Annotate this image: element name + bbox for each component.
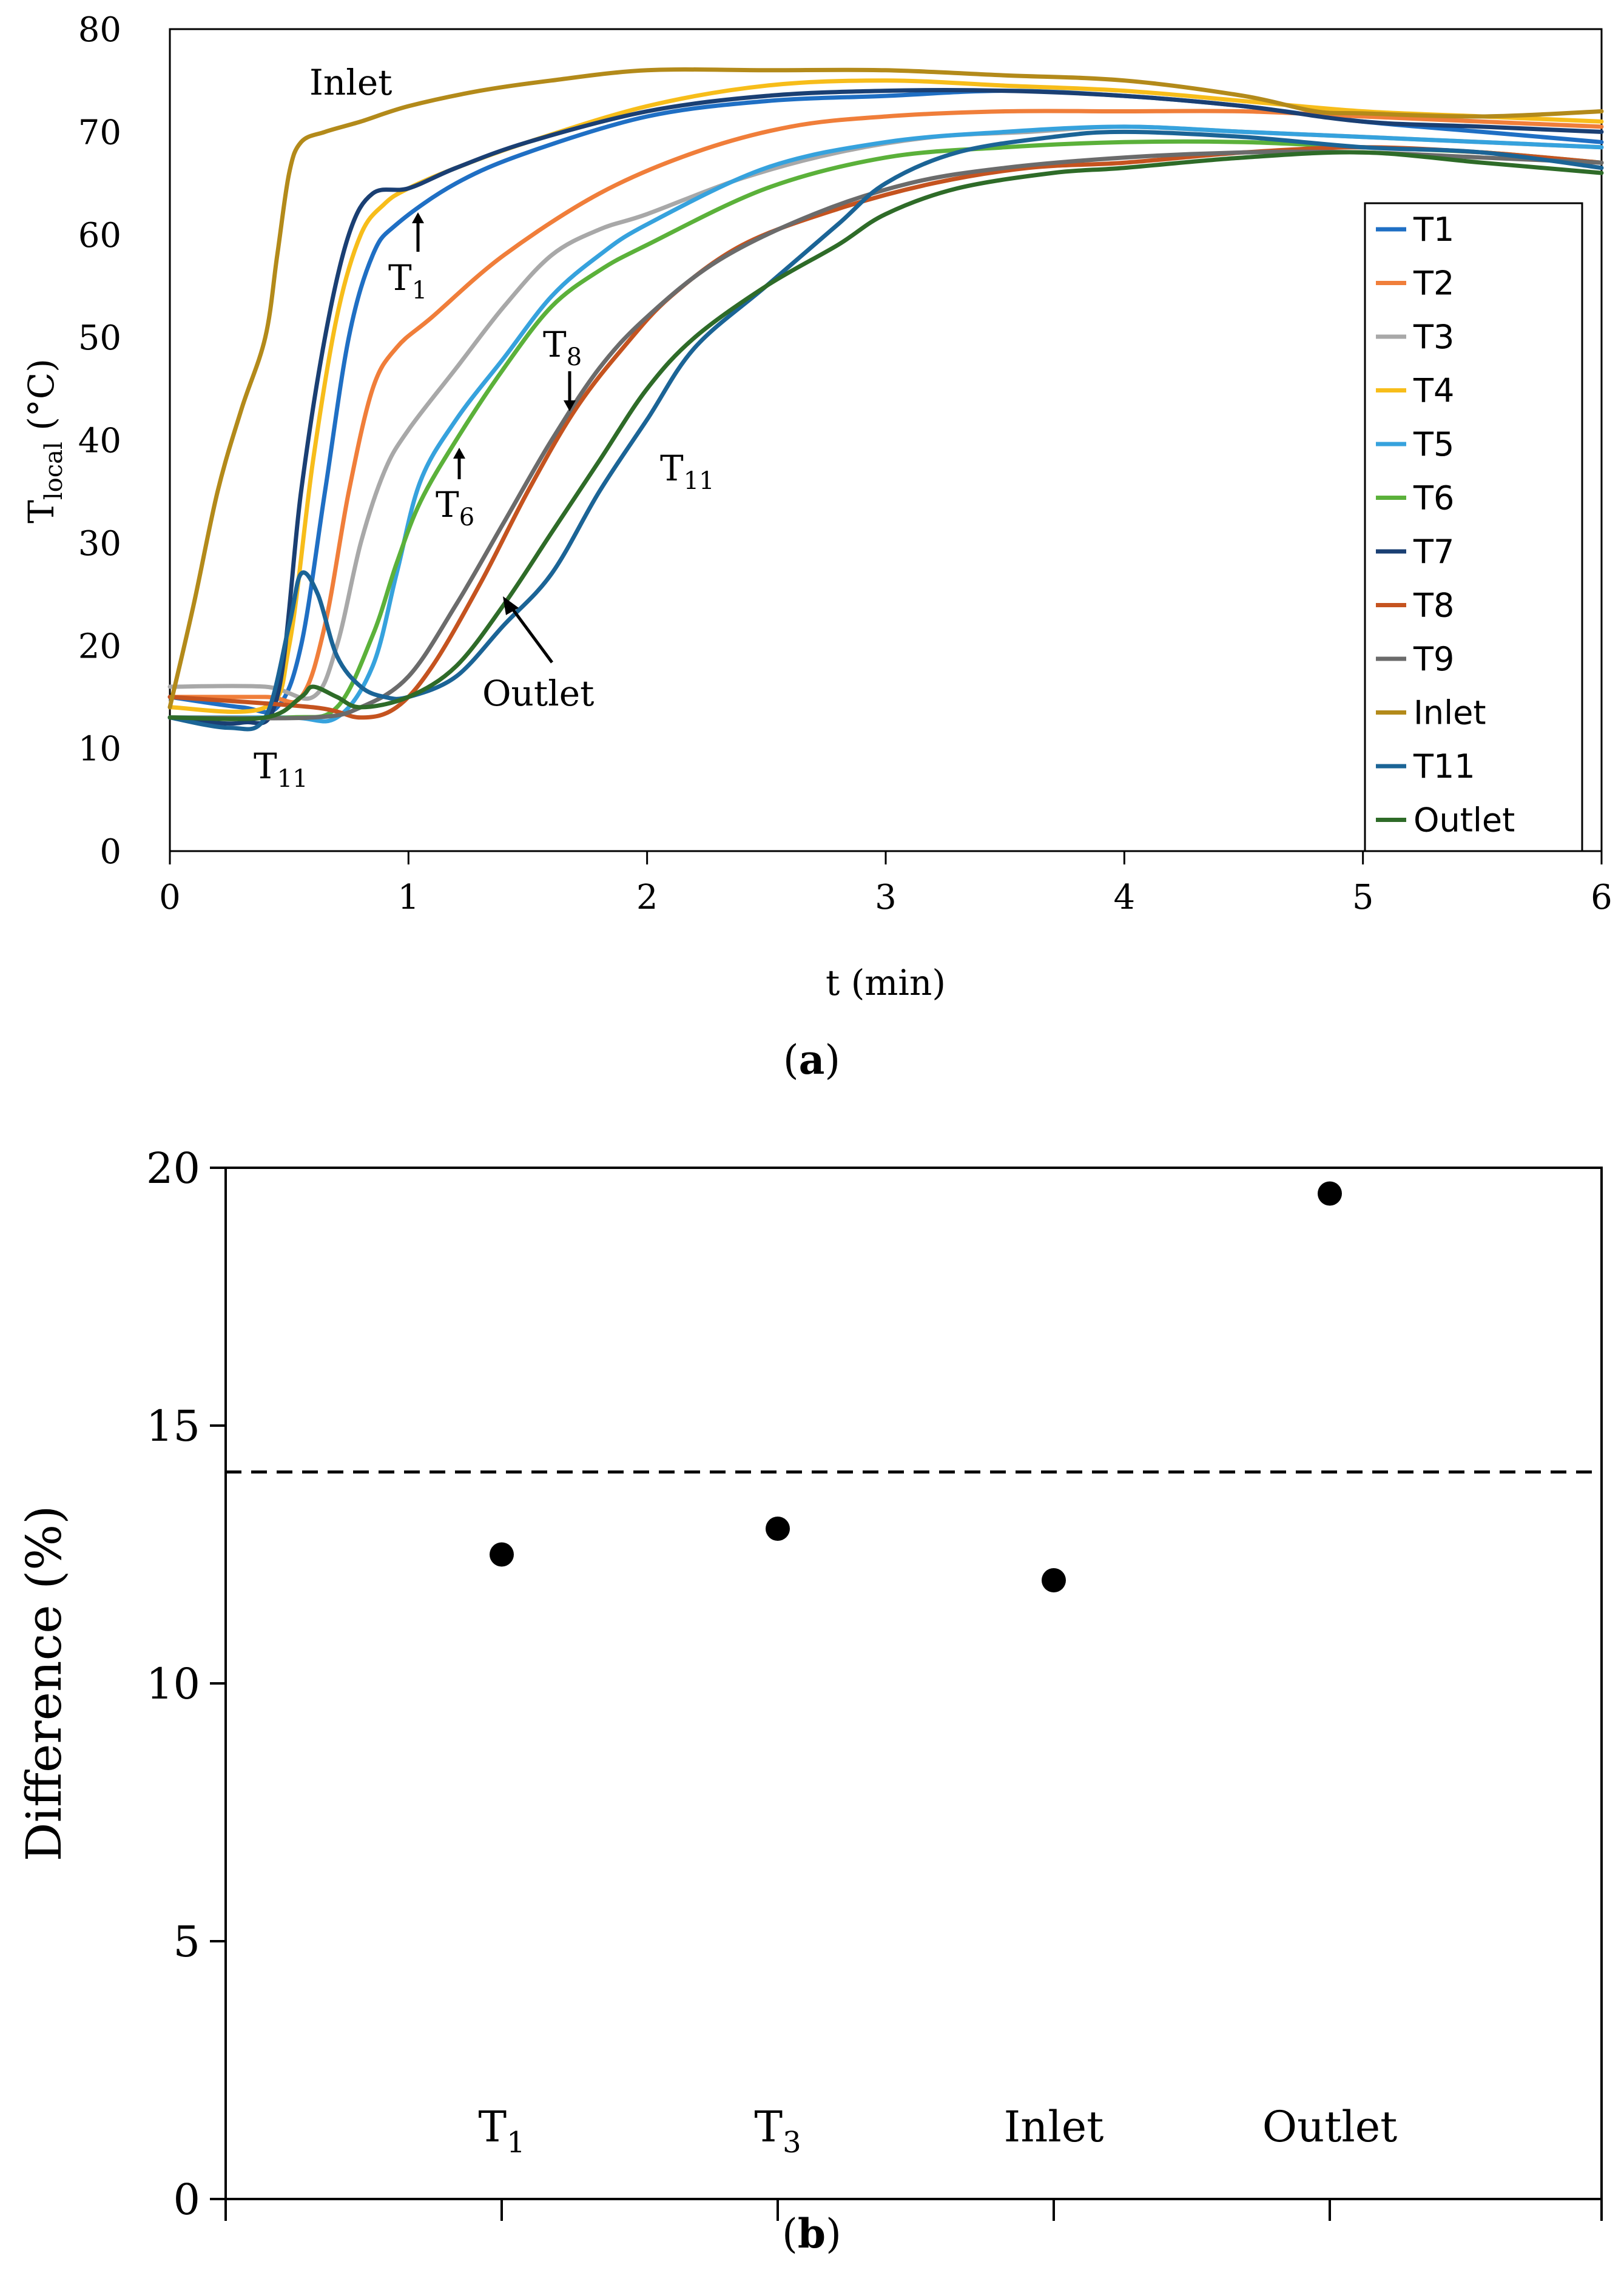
legend-label-t8: T8 [1413,587,1454,625]
y-tick-label-a: 50 [78,318,121,358]
legend-label-t7: T7 [1413,533,1454,571]
y-tick-label-b: 15 [146,1401,200,1451]
data-point-2 [1042,1568,1066,1592]
y-tick-label-b: 0 [173,2175,200,2225]
series-line-inlet [167,67,1604,710]
x-axis-title-a: t (min) [826,962,946,1003]
series-line-t5 [167,124,1604,724]
annotation-t11-left: T11 [254,746,308,793]
category-label-b: Outlet [1262,2102,1398,2152]
data-point-0 [490,1542,514,1567]
category-subscript: 3 [783,2126,801,2160]
category-text: T [754,2102,783,2152]
y-tick-label-a: 70 [78,113,121,152]
legend-label-t3: T3 [1413,318,1454,356]
annotation-outlet: Outlet [482,673,594,714]
legend-label-outlet: Outlet [1413,801,1515,840]
annotation-t1: T1 [388,257,427,305]
y-tick-label-a: 20 [78,627,121,666]
plot-frame-b [224,1167,1603,2200]
x-tick-label-a: 2 [636,878,658,917]
y-tick-label-a: 0 [99,832,121,872]
arrow-outlet [509,605,554,664]
panel-a-line-chart: 0 10 20 30 40 50 60 70 80 0 1 2 3 4 5 6 Tlocal (°C) t … [21,10,1612,1083]
y-tick-label-a: 30 [78,524,121,564]
legend-label-t5: T5 [1413,425,1454,463]
panel-label-b: (b) [782,2210,841,2257]
arrowhead-t8 [564,400,576,411]
category-label-b: T1 [478,2102,525,2160]
panel-label-a: (a) [783,1036,840,1083]
annotation-inlet: Inlet [309,62,392,103]
category-subscript: 1 [507,2126,525,2160]
arrowhead-t6 [453,448,465,459]
y-tick-label-b: 20 [146,1143,200,1193]
data-point-1 [766,1517,790,1541]
series-line-t9 [167,149,1604,721]
y-tick-label-a: 80 [78,10,121,50]
y-tick-label-a: 60 [78,216,121,255]
series-line-outlet [167,150,1604,721]
y-tick-label-b: 10 [146,1659,200,1709]
legend-label-t6: T6 [1413,479,1454,517]
category-text: Outlet [1262,2102,1398,2152]
legend-label-inlet: Inlet [1413,694,1486,732]
legend-label-t1: T1 [1413,210,1454,249]
annotation-t11-right: T11 [660,448,715,495]
category-text: Inlet [1004,2102,1104,2152]
category-label-b: Inlet [1004,2102,1104,2152]
data-point-3 [1318,1181,1342,1206]
x-tick-label-a: 1 [398,878,420,917]
x-tick-label-a: 0 [159,878,181,917]
annotation-t8: T8 [543,324,582,371]
category-text: T [478,2102,507,2152]
legend-label-t2: T2 [1413,264,1454,303]
x-tick-label-a: 3 [875,878,897,917]
legend-label-t9: T9 [1413,640,1454,678]
legend-label-t4: T4 [1413,372,1454,410]
series-line-t7 [167,88,1604,726]
legend-label-t11: T11 [1413,747,1475,786]
annotation-t6: T6 [436,484,474,531]
category-label-b: T3 [754,2102,801,2160]
x-tick-label-a: 4 [1114,878,1136,917]
arrowhead-outlet [503,596,519,615]
series-line-t6 [167,139,1604,721]
series-line-t4 [167,78,1604,714]
arrowhead-t1 [412,212,424,223]
x-tick-label-a: 6 [1591,878,1612,917]
x-tick-label-a: 5 [1352,878,1374,917]
series-line-t11 [167,129,1604,732]
legend-a [1364,202,1583,852]
y-axis-title-a: Tlocal (°C) [21,359,68,524]
y-axis-title-b: Difference (%) [16,1505,72,1861]
y-tick-label-a: 40 [78,422,121,461]
y-tick-label-b: 5 [173,1917,200,1967]
y-tick-label-a: 10 [78,730,121,769]
